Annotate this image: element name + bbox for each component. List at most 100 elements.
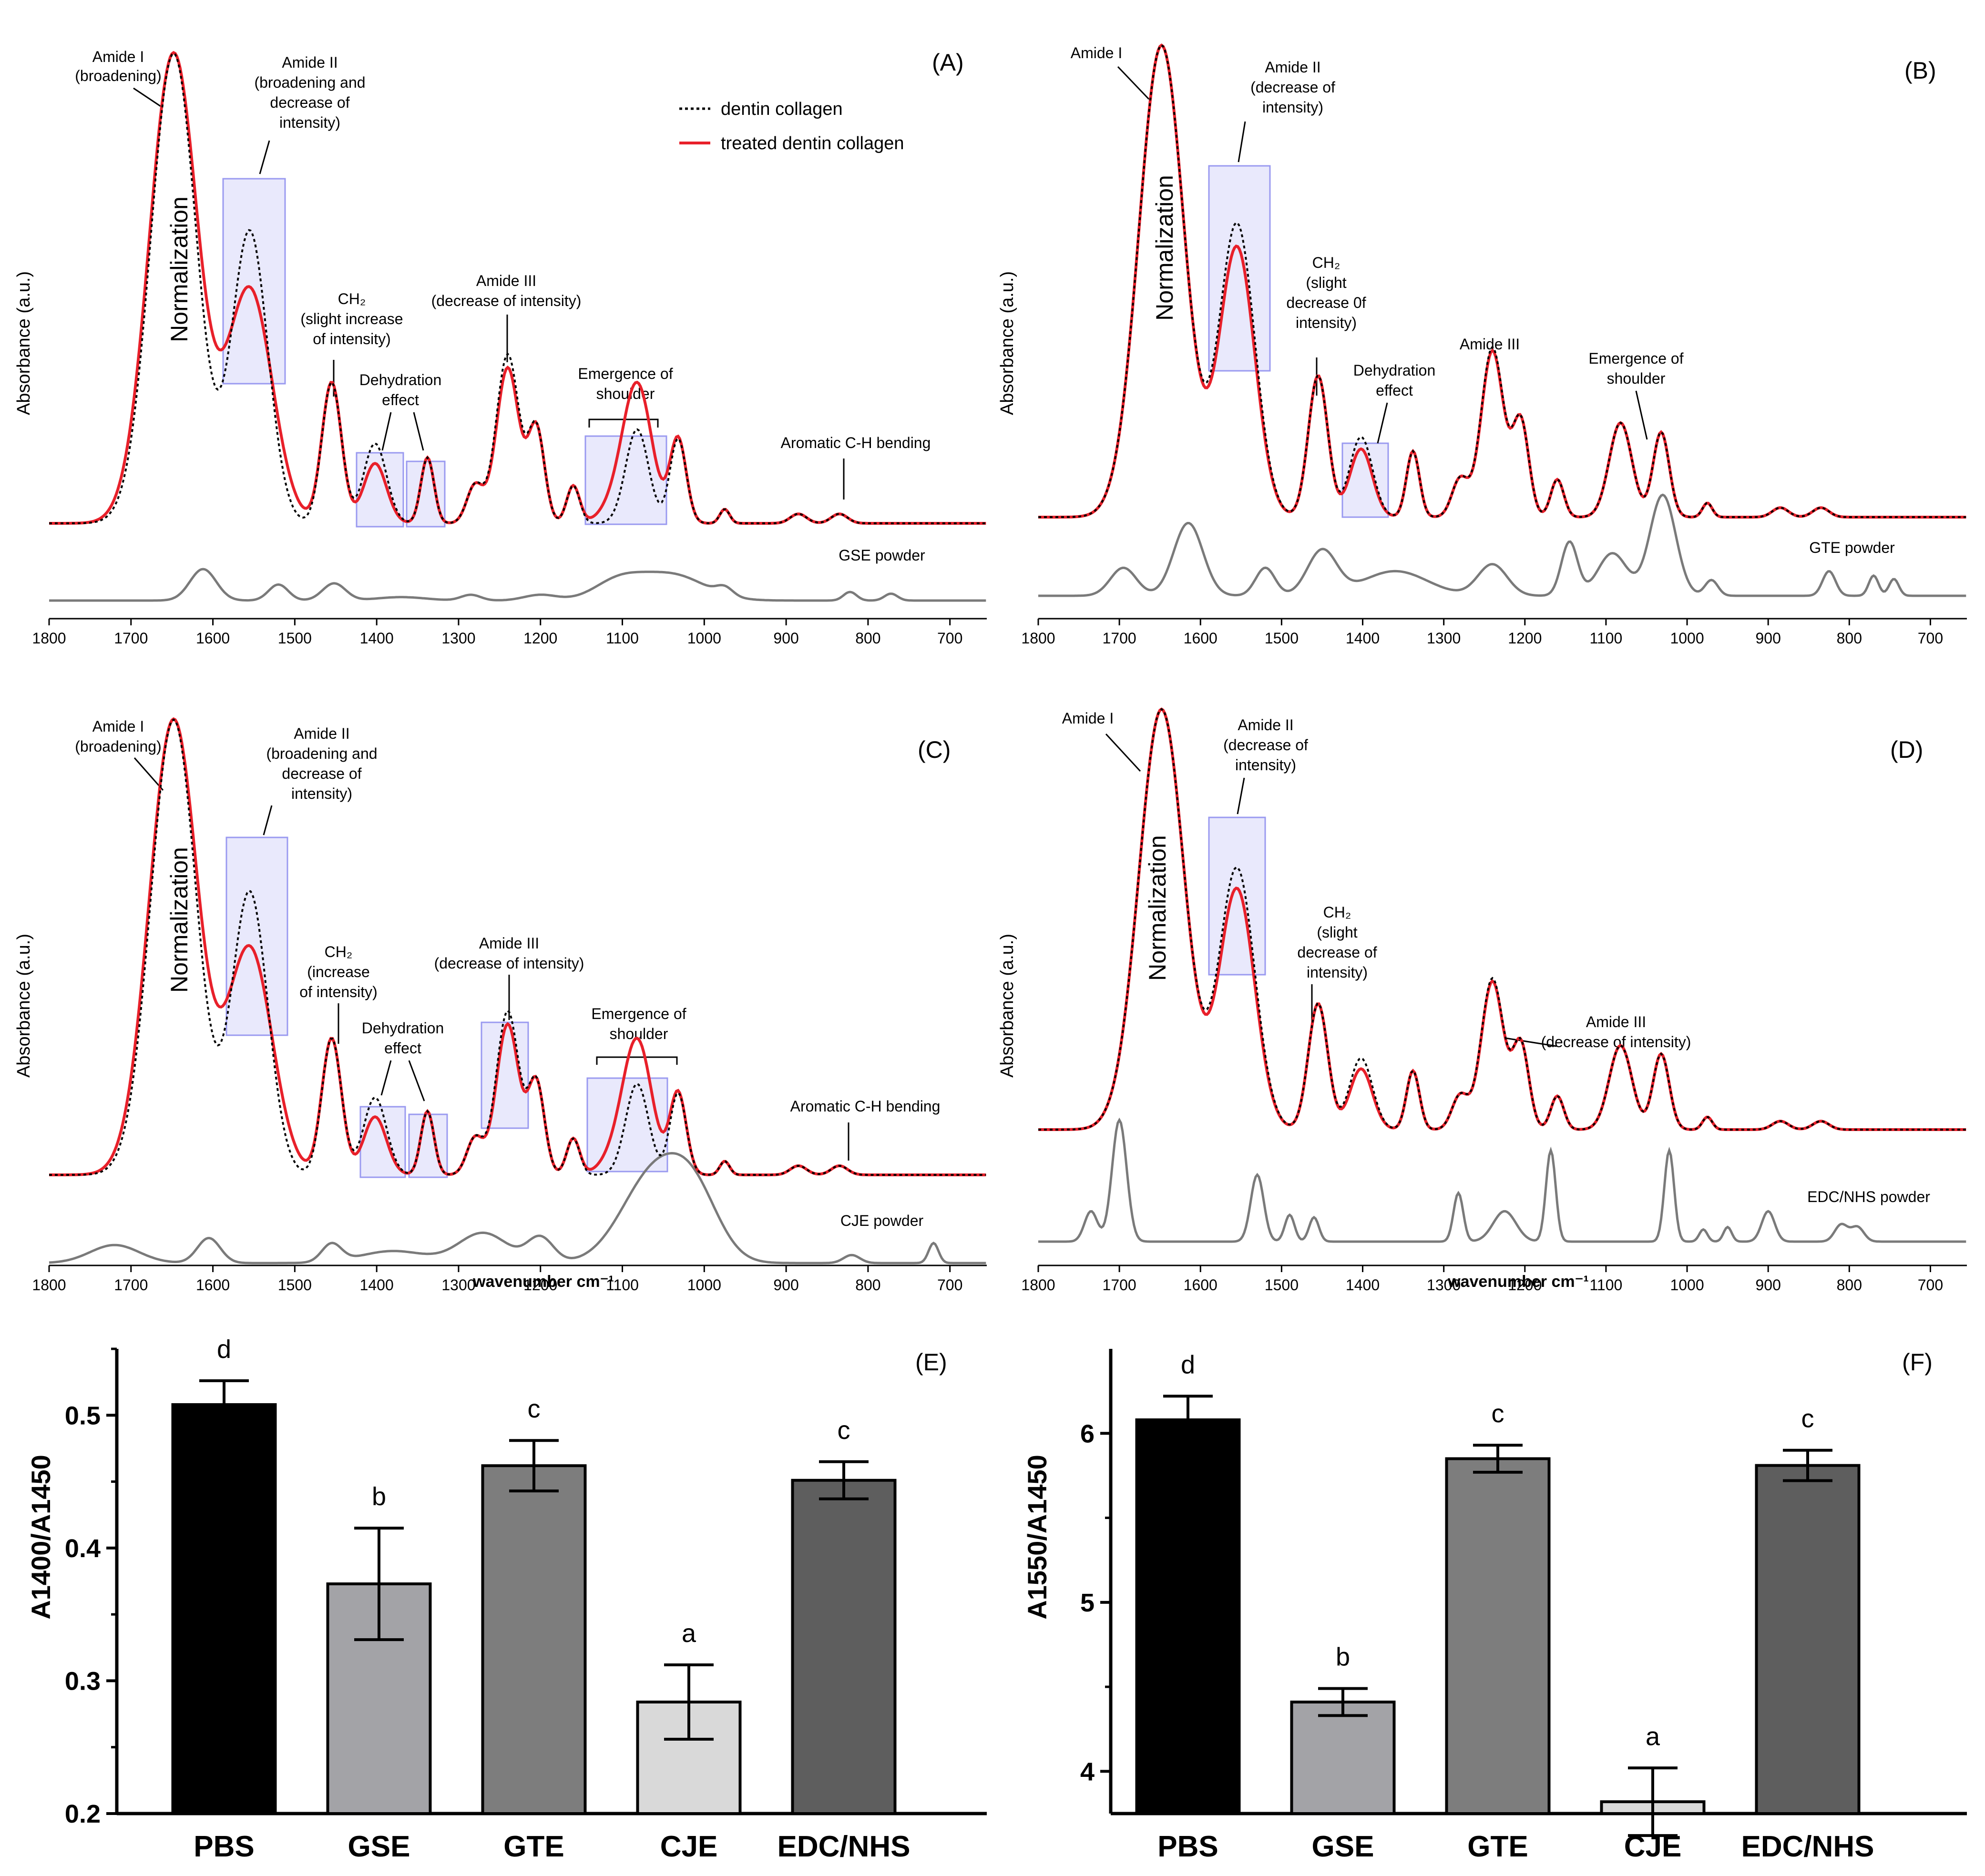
x-tick-label: 1000 — [687, 1276, 721, 1294]
ann-c-amide1-2: (broadening) — [75, 738, 161, 755]
x-tick-label: 1800 — [1021, 630, 1055, 647]
dentin-spectrum-c — [49, 718, 986, 1176]
powder-spectrum-d — [1038, 1117, 1966, 1243]
highlight-c-shoulder — [586, 1077, 668, 1172]
x-tick-label: 1000 — [1670, 630, 1704, 647]
ann-a-amide2-2: (broadening and — [254, 74, 365, 91]
significance-letter: a — [682, 1619, 696, 1648]
panel-c-highlights — [225, 836, 668, 1178]
highlight-a-dehyd-1 — [356, 452, 404, 528]
y-tick-label: 0.5 — [65, 1401, 101, 1430]
bar-edc-nhs — [791, 1478, 897, 1815]
ann-a-amide3-2: (decrease of intensity) — [431, 292, 582, 309]
x-tick-label: 1600 — [1184, 1276, 1218, 1294]
panel-c-xlabel: wavenumber cm⁻¹ — [472, 1273, 614, 1291]
ann-b-amide1: Amide I — [1071, 44, 1122, 61]
ann-d-amide3-2: (decrease of intensity) — [1541, 1033, 1691, 1050]
x-tick-label: 1100 — [606, 1276, 639, 1294]
ann-b-amide2-2: (decrease of — [1250, 79, 1335, 96]
ann-b-ch2-4: intensity) — [1296, 314, 1357, 331]
ann-a-amide1-1: Amide I — [92, 48, 144, 65]
significance-letter: c — [528, 1395, 541, 1423]
panel-a-spectra — [49, 51, 986, 602]
x-tick-label: 1400 — [360, 1276, 394, 1294]
y-tick-label: 0.3 — [65, 1667, 101, 1695]
x-tick-label: 1500 — [1265, 1276, 1299, 1294]
ann-b-shoulder-1: Emergence of — [1588, 350, 1683, 367]
ann-c-amide2-3: decrease of — [282, 765, 361, 782]
ann-b-ch2-2: (slight — [1306, 274, 1346, 291]
ann-b-ch2-3: decrease 0f — [1286, 294, 1366, 311]
x-tick-label: 1100 — [1590, 630, 1623, 647]
treated-spectrum-d — [1038, 707, 1966, 1131]
ann-a-ch2-2: (slight increase — [300, 310, 403, 327]
ann-a-amide2-4: intensity) — [279, 114, 340, 131]
x-tick-label: 1000 — [687, 630, 721, 647]
ann-d-amide2-1: Amide II — [1238, 716, 1293, 734]
panel-c-normalization: Normalization — [166, 847, 193, 993]
ann-c-amide3-1: Amide III — [479, 935, 539, 952]
x-tick-label: 1100 — [606, 630, 639, 647]
significance-letter: d — [217, 1335, 231, 1364]
significance-letter: b — [372, 1482, 386, 1511]
panel-f-bar-chart: (F) A1550/A1450 4 5 6 d PBS b GSE c GTE a CJE c EDC/… — [1022, 1349, 1967, 1863]
ann-a-dehyd-2: effect — [382, 391, 419, 408]
panel-a-powder-label: GSE powder — [839, 547, 925, 564]
legend-dentin-label: dentin collagen — [721, 99, 843, 119]
panel-d-ylabel: Absorbance (a.u.) — [997, 934, 1017, 1078]
x-tick-label: 1500 — [1265, 630, 1299, 647]
ann-b-amide2-1: Amide II — [1265, 59, 1320, 76]
panel-a-annotations: Amide I (broadening) Amide II (broadenin… — [75, 48, 931, 564]
panel-b-label: (B) — [1904, 57, 1936, 84]
x-tick-label: 700 — [1918, 1276, 1943, 1294]
powder-spectrum-a — [49, 568, 986, 602]
bar-pbs — [171, 1403, 277, 1815]
category-label: GSE — [348, 1830, 410, 1863]
panel-b: Absorbance (a.u.) (B) Normalization Amid… — [997, 43, 1967, 647]
x-tick-label: 1300 — [1427, 1276, 1461, 1294]
treated-spectrum-a — [49, 51, 986, 525]
powder-spectrum-b — [1038, 493, 1966, 597]
ann-c-amide2-1: Amide II — [294, 725, 349, 742]
panel-a-normalization: Normalization — [166, 196, 193, 342]
panel-c-label: (C) — [918, 736, 951, 763]
panel-c-arrows — [133, 757, 849, 1161]
ann-b-dehyd-1: Dehydration — [1353, 362, 1436, 379]
category-label: EDC/NHS — [1741, 1830, 1874, 1863]
category-label: GTE — [503, 1830, 564, 1863]
panel-d-arrows — [1105, 733, 1557, 1047]
ann-d-ch2-4: intensity) — [1307, 964, 1368, 981]
x-tick-label: 1400 — [1346, 630, 1380, 647]
bar-gte — [481, 1464, 587, 1815]
significance-letter: c — [1492, 1399, 1504, 1428]
x-tick-label: 1200 — [523, 630, 557, 647]
y-tick-label: 6 — [1080, 1419, 1095, 1448]
x-tick-label: 1300 — [441, 630, 475, 647]
x-tick-label: 700 — [937, 1276, 962, 1294]
significance-letter: d — [1181, 1350, 1195, 1379]
ann-a-ch2-1: CH₂ — [338, 290, 366, 307]
ann-c-ch2-3: of intensity) — [299, 983, 378, 1000]
x-tick-label: 1200 — [1508, 630, 1542, 647]
category-label: EDC/NHS — [777, 1830, 910, 1863]
panel-a: Absorbance (a.u.) (A) Normalization dent… — [14, 48, 987, 647]
panel-c-spectra — [49, 717, 986, 1264]
panel-b-normalization: Normalization — [1151, 175, 1178, 321]
panel-e-bars: 0.2 0.3 0.4 0.5 d PBS b GSE c GTE a CJE c EDC/NHS — [65, 1335, 987, 1863]
panel-d: Absorbance (a.u.) (D) Normalization Amid… — [997, 707, 1967, 1294]
bar-cje — [636, 1701, 742, 1815]
ann-a-shoulder-1: Emergence of — [578, 365, 673, 382]
panel-d-xlabel: wavenumber cm⁻¹ — [1447, 1273, 1589, 1291]
ann-b-amide2-3: intensity) — [1262, 99, 1323, 116]
panel-a-x-axis: 1800 1700 1600 1500 1400 1300 1200 1100 1000 900 8… — [32, 618, 987, 647]
x-tick-label: 1300 — [1427, 630, 1461, 647]
ann-c-dehyd-1: Dehydration — [362, 1020, 444, 1037]
panel-f-label: (F) — [1902, 1349, 1933, 1376]
highlight-a-amide2 — [222, 178, 286, 385]
powder-spectrum-c — [49, 1152, 986, 1264]
panel-a-legend: dentin collagen treated dentin collagen — [679, 99, 904, 153]
treated-spectrum-b — [1038, 43, 1966, 519]
x-tick-label: 1800 — [32, 1276, 66, 1294]
ann-c-amide1-1: Amide I — [92, 718, 144, 735]
category-label: PBS — [1157, 1830, 1218, 1863]
